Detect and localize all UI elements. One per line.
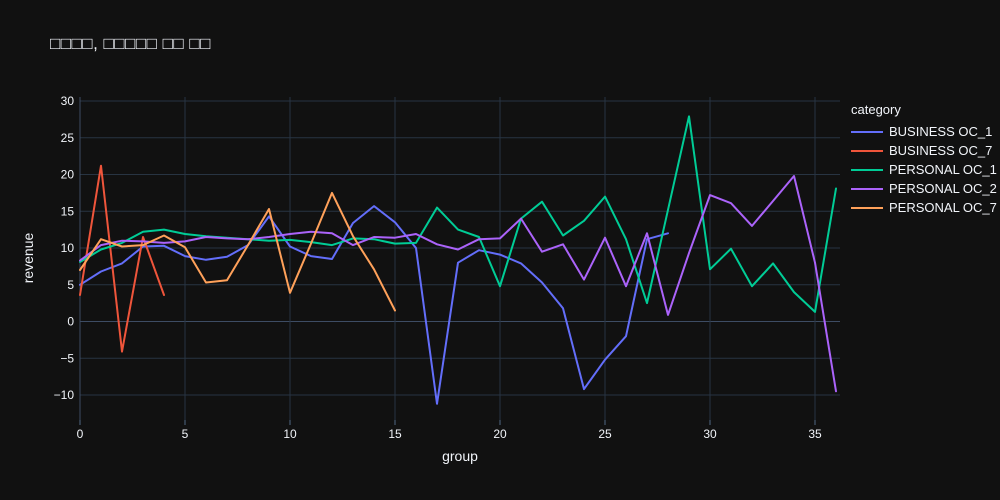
series-line-personal-oc-2	[79, 175, 837, 393]
legend-item-business-oc-7[interactable]: BUSINESS OC_7	[851, 141, 999, 160]
legend-line-swatch	[851, 187, 883, 190]
y-tick-label: −10	[54, 388, 75, 402]
legend-item-personal-oc-1[interactable]: PERSONAL OC_1	[851, 160, 999, 179]
x-tick-label: 0	[77, 427, 84, 441]
x-tick-label: 20	[493, 427, 507, 441]
series-line-personal-oc-1	[79, 115, 837, 313]
x-tick-label: 25	[598, 427, 612, 441]
series-line-business-oc-1	[79, 205, 669, 405]
legend-item-label: BUSINESS OC_1	[889, 124, 993, 139]
x-tick-label: 35	[808, 427, 822, 441]
x-axis-title: group	[442, 448, 478, 464]
x-tick-label: 15	[388, 427, 402, 441]
y-tick-label: 0	[67, 315, 74, 329]
legend-item-personal-oc-2[interactable]: PERSONAL OC_2	[851, 179, 999, 198]
chart-title: □□□□, □□□□□ □□ □□	[50, 34, 211, 53]
y-axis-title: revenue	[20, 232, 36, 284]
y-tick-label: 20	[61, 168, 75, 182]
y-tick-label: 25	[61, 131, 75, 145]
y-tick-label: 30	[61, 94, 75, 108]
legend-item-label: PERSONAL OC_1	[889, 162, 997, 177]
y-tick-label: 15	[61, 204, 75, 218]
legend-item-business-oc-1[interactable]: BUSINESS OC_1	[851, 122, 999, 141]
series-line-business-oc-7	[79, 164, 165, 353]
legend-line-swatch	[851, 206, 883, 209]
legend-line-swatch	[851, 130, 883, 133]
x-tick-label: 5	[182, 427, 189, 441]
legend-line-swatch	[851, 168, 883, 171]
legend-item-label: BUSINESS OC_7	[889, 143, 993, 158]
legend-item-label: PERSONAL OC_2	[889, 181, 997, 196]
y-tick-label: 10	[61, 241, 75, 255]
legend-line-swatch	[851, 149, 883, 152]
series-line-personal-oc-7	[79, 191, 396, 312]
y-tick-label: −5	[60, 351, 74, 365]
legend: category BUSINESS OC_1 BUSINESS OC_7 PERSO…	[851, 102, 999, 217]
legend-title: category	[851, 102, 901, 117]
x-tick-label: 10	[283, 427, 297, 441]
legend-item-personal-oc-7[interactable]: PERSONAL OC_7	[851, 198, 999, 217]
legend-items: BUSINESS OC_1 BUSINESS OC_7 PERSONAL OC_1 P…	[851, 122, 999, 217]
y-tick-label: 5	[67, 278, 74, 292]
x-tick-label: 30	[703, 427, 717, 441]
legend-item-label: PERSONAL OC_7	[889, 200, 997, 215]
